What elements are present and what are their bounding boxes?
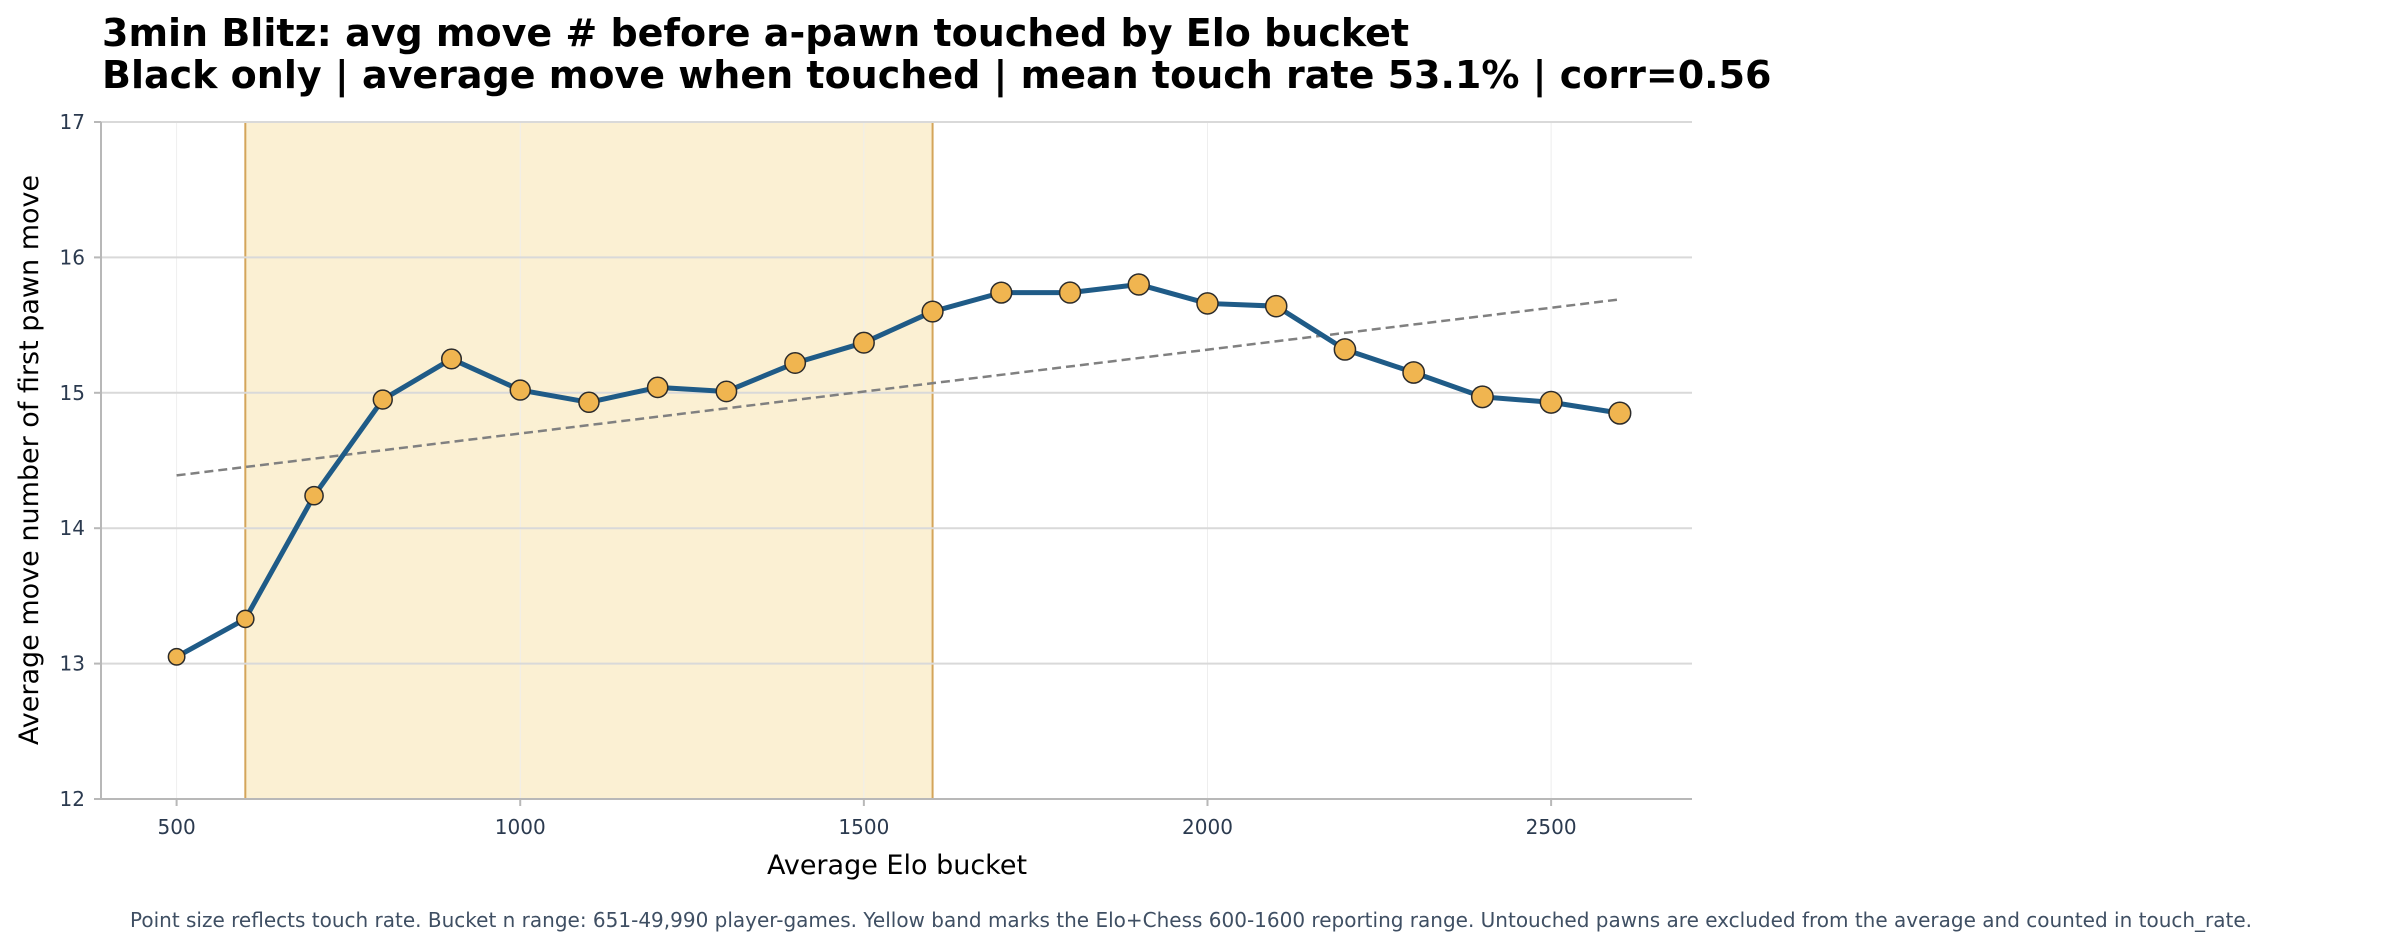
x-axis-label: Average Elo bucket (767, 850, 1027, 881)
data-points (167, 273, 1632, 666)
data-point (646, 376, 669, 399)
trend-line (176, 298, 1620, 477)
reporting-range-band (245, 122, 933, 799)
y-tick-label: 13 (60, 652, 85, 676)
x-tick-label: 2000 (1182, 815, 1233, 839)
data-point (167, 647, 186, 666)
data-point (372, 389, 393, 410)
grid-lines (101, 121, 1692, 800)
x-ticks: 500 1000 1500 2000 2500 (158, 799, 1577, 839)
y-ticks: 12 13 14 15 16 17 (60, 110, 101, 811)
x-tick-label: 1000 (495, 815, 546, 839)
data-point (715, 380, 738, 403)
plot-area: 500 1000 1500 2000 2500 12 13 14 15 16 17 (60, 110, 1692, 839)
y-tick-label: 16 (60, 245, 85, 269)
data-point (1196, 292, 1219, 315)
data-point (440, 348, 463, 370)
data-point (578, 391, 600, 414)
x-tick-label: 1500 (838, 815, 889, 839)
data-point (784, 352, 807, 374)
data-point (304, 485, 324, 506)
data-point (1539, 390, 1563, 414)
y-tick-label: 12 (60, 787, 85, 811)
data-point (1402, 361, 1426, 384)
footnote: Point size reflects touch rate. Bucket n… (130, 908, 2252, 932)
x-tick-label: 2500 (1526, 815, 1577, 839)
data-point (1127, 273, 1150, 296)
x-tick-label: 500 (158, 815, 196, 839)
chart-title: 3min Blitz: avg move # before a-pawn tou… (102, 11, 1409, 55)
y-tick-label: 17 (60, 110, 85, 134)
data-point (1608, 401, 1632, 425)
series-line (175, 281, 1621, 660)
chart-subtitle: Black only | average move when touched |… (102, 53, 1771, 98)
data-point (921, 300, 944, 323)
data-point (1264, 294, 1288, 318)
data-point (509, 379, 531, 401)
data-point (1333, 338, 1357, 361)
data-point (236, 609, 255, 629)
data-point (1058, 281, 1082, 304)
y-tick-label: 15 (60, 381, 85, 405)
data-point (1470, 385, 1494, 409)
y-axis-label: Average move number of first pawn move (14, 175, 45, 745)
data-point (990, 281, 1013, 304)
data-point (852, 331, 875, 354)
y-tick-label: 14 (60, 516, 85, 540)
